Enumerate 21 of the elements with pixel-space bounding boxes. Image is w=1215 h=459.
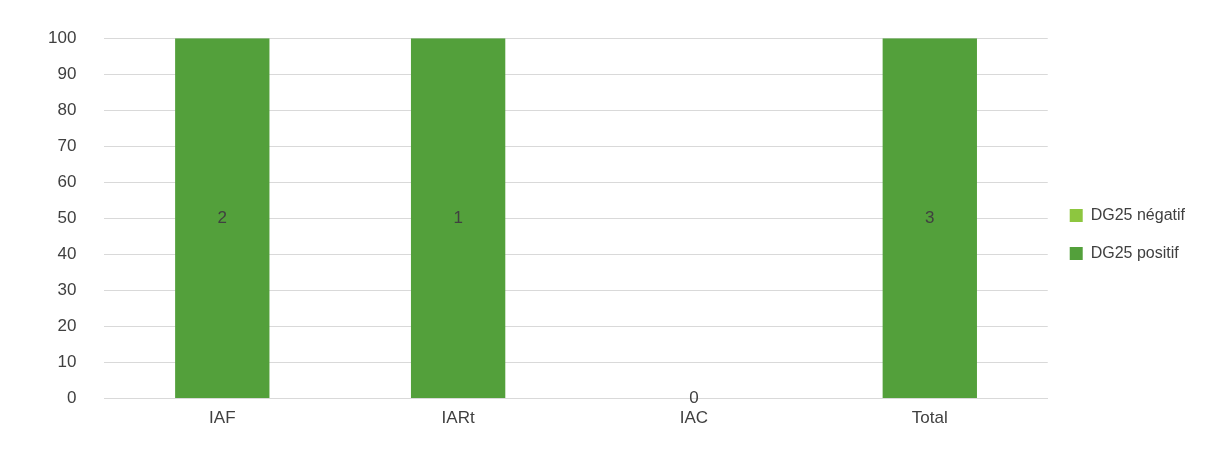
y-tick-label: 20 bbox=[57, 316, 77, 336]
y-tick-label: 10 bbox=[57, 352, 77, 372]
annotation: 0 bbox=[689, 388, 699, 408]
y-tick-label: 40 bbox=[57, 244, 77, 264]
y-tick-label: 100 bbox=[47, 27, 77, 47]
x-tick-label: Total bbox=[911, 408, 948, 428]
annotation: 1 bbox=[453, 207, 463, 227]
annotation: 3 bbox=[925, 207, 935, 227]
y-tick-label: 50 bbox=[57, 208, 77, 228]
x-tick-label: IAF bbox=[209, 408, 236, 428]
x-tick-label: IARt bbox=[441, 408, 475, 428]
y-tick-label: 30 bbox=[57, 280, 77, 300]
legend-label: DG25 négatif bbox=[1090, 205, 1186, 223]
y-tick-label: 80 bbox=[57, 99, 77, 119]
x-tick-label: IAC bbox=[679, 408, 709, 428]
y-tick-label: 60 bbox=[57, 172, 77, 192]
y-tick-label: 90 bbox=[57, 63, 77, 83]
y-tick-label: 70 bbox=[57, 136, 77, 156]
y-tick-label: 0 bbox=[66, 388, 77, 408]
legend-label: DG25 positif bbox=[1090, 243, 1180, 261]
annotation: 2 bbox=[217, 207, 228, 227]
